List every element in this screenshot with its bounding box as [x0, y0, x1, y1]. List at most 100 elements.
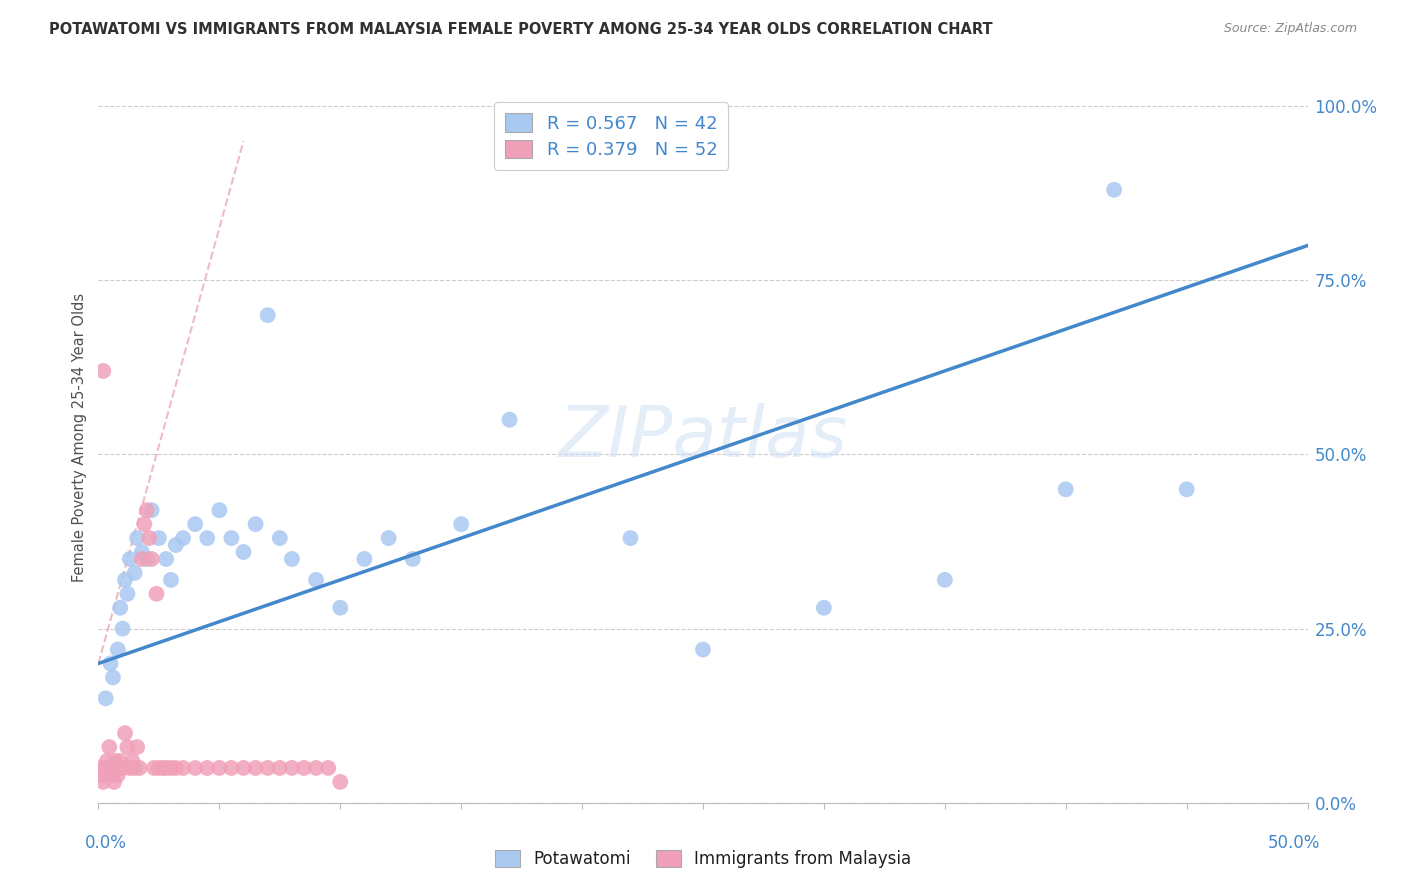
Point [208, 761, 231, 775]
Point [104, 754, 127, 768]
Point [256, 761, 278, 775]
Point [91, 775, 114, 789]
Point [377, 531, 399, 545]
Point [93, 761, 115, 775]
Point [208, 503, 231, 517]
Point [152, 761, 174, 775]
Point [94, 768, 117, 782]
Point [1102, 183, 1125, 197]
Point [131, 552, 153, 566]
Point [117, 587, 139, 601]
Point [111, 761, 134, 775]
Point [1054, 483, 1077, 497]
Point [402, 552, 425, 566]
Text: Source: ZipAtlas.com: Source: ZipAtlas.com [1223, 22, 1357, 36]
Point [114, 726, 136, 740]
Point [135, 552, 157, 566]
Point [135, 503, 157, 517]
Point [1175, 483, 1198, 497]
Point [281, 761, 304, 775]
Point [172, 761, 194, 775]
Point [813, 600, 835, 615]
Point [160, 573, 183, 587]
Point [134, 517, 156, 532]
Point [184, 517, 207, 532]
Point [195, 761, 218, 775]
Point [108, 761, 131, 775]
Point [245, 761, 267, 775]
Point [148, 761, 170, 775]
Point [329, 600, 352, 615]
Point [98, 740, 121, 755]
Point [195, 531, 218, 545]
Point [160, 761, 183, 775]
Point [100, 657, 122, 671]
Point [692, 642, 714, 657]
Point [121, 754, 143, 768]
Point [155, 552, 177, 566]
Legend: Potawatomi, Immigrants from Malaysia: Potawatomi, Immigrants from Malaysia [488, 843, 918, 875]
Point [498, 412, 520, 426]
Point [148, 531, 170, 545]
Point [450, 517, 472, 532]
Point [97, 761, 120, 775]
Point [117, 740, 139, 755]
Point [100, 768, 122, 782]
Point [108, 600, 131, 615]
Point [91, 364, 114, 378]
Point [316, 761, 339, 775]
Point [165, 538, 187, 552]
Point [114, 573, 136, 587]
Point [110, 761, 132, 775]
Point [305, 761, 328, 775]
Text: ZIPatlas: ZIPatlas [558, 402, 848, 472]
Y-axis label: Female Poverty Among 25-34 Year Olds: Female Poverty Among 25-34 Year Olds [72, 293, 87, 582]
Point [232, 545, 254, 559]
Point [91, 768, 114, 782]
Point [184, 761, 207, 775]
Point [245, 517, 267, 532]
Point [105, 761, 128, 775]
Point [111, 622, 134, 636]
Point [118, 552, 141, 566]
Point [90, 761, 112, 775]
Point [96, 754, 118, 768]
Point [256, 308, 278, 322]
Point [141, 552, 163, 566]
Point [124, 761, 146, 775]
Point [305, 573, 328, 587]
Point [269, 531, 291, 545]
Point [101, 670, 124, 684]
Point [100, 761, 122, 775]
Point [221, 761, 243, 775]
Point [232, 761, 254, 775]
Point [143, 761, 166, 775]
Point [103, 775, 125, 789]
Point [145, 587, 167, 601]
Point [934, 573, 956, 587]
Point [107, 768, 129, 782]
Point [165, 761, 187, 775]
Point [128, 761, 150, 775]
Text: 50.0%: 50.0% [1267, 834, 1320, 852]
Point [281, 552, 304, 566]
Point [292, 761, 315, 775]
Point [269, 761, 291, 775]
Text: 0.0%: 0.0% [84, 834, 127, 852]
Point [172, 531, 194, 545]
Point [619, 531, 641, 545]
Point [353, 552, 375, 566]
Point [141, 503, 163, 517]
Text: POTAWATOMI VS IMMIGRANTS FROM MALAYSIA FEMALE POVERTY AMONG 25-34 YEAR OLDS CORR: POTAWATOMI VS IMMIGRANTS FROM MALAYSIA F… [49, 22, 993, 37]
Point [127, 740, 149, 755]
Point [131, 545, 153, 559]
Point [101, 761, 124, 775]
Point [155, 761, 177, 775]
Point [108, 754, 131, 768]
Point [118, 761, 141, 775]
Point [329, 775, 352, 789]
Point [94, 691, 117, 706]
Legend: R = 0.567   N = 42, R = 0.379   N = 52: R = 0.567 N = 42, R = 0.379 N = 52 [495, 103, 728, 169]
Point [127, 531, 149, 545]
Point [107, 642, 129, 657]
